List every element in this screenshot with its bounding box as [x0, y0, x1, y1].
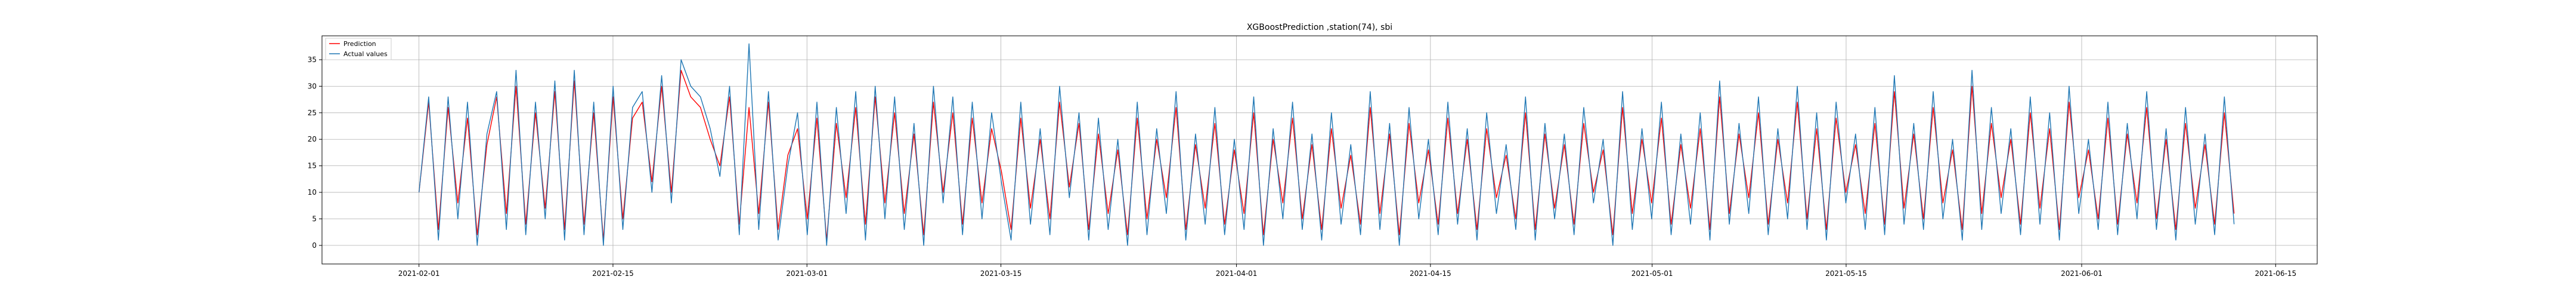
- x-tick-label: 2021-04-01: [1216, 269, 1258, 278]
- y-axis: 0 5 10 15 20 25 30 35: [308, 56, 322, 250]
- series-layer: [419, 43, 2235, 246]
- legend-label-prediction: Prediction: [343, 40, 376, 48]
- legend-box: [325, 38, 392, 60]
- x-tick-label: 2021-03-01: [786, 269, 828, 278]
- y-tick-label: 10: [308, 188, 317, 196]
- series-line-actual: [419, 43, 2235, 246]
- chart-title: XGBoostPrediction ,station(74), sbi: [1247, 23, 1392, 32]
- x-tick-label: 2021-06-15: [2255, 269, 2296, 278]
- x-tick-label: 2021-03-15: [980, 269, 1022, 278]
- legend: Prediction Actual values: [325, 38, 392, 60]
- y-tick-label: 0: [312, 241, 317, 250]
- x-tick-label: 2021-05-01: [1631, 269, 1673, 278]
- x-tick-label: 2021-02-01: [398, 269, 440, 278]
- y-tick-label: 5: [312, 214, 317, 223]
- x-tick-label: 2021-05-15: [1825, 269, 1867, 278]
- y-tick-label: 15: [308, 162, 317, 170]
- x-axis: 2021-02-01 2021-02-15 2021-03-01 2021-03-15…: [398, 264, 2296, 278]
- x-tick-label: 2021-02-15: [592, 269, 634, 278]
- legend-label-actual: Actual values: [343, 50, 388, 58]
- y-tick-label: 30: [308, 82, 317, 90]
- y-tick-label: 25: [308, 109, 317, 117]
- x-tick-label: 2021-04-15: [1410, 269, 1451, 278]
- x-tick-label: 2021-06-01: [2061, 269, 2103, 278]
- y-tick-label: 20: [308, 135, 317, 143]
- y-tick-label: 35: [308, 56, 317, 64]
- gridlines: [322, 36, 2317, 264]
- series-line-prediction: [419, 69, 2235, 241]
- plot-frame: [321, 35, 2318, 265]
